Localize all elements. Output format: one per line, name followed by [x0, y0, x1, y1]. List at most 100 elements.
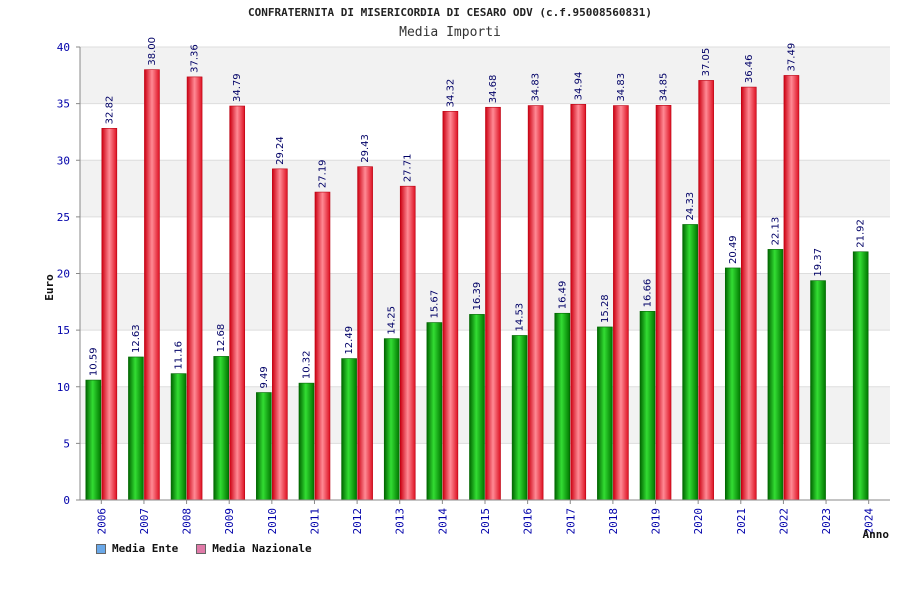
- y-tick-label: 30: [57, 154, 70, 167]
- x-axis-title: Anno: [863, 528, 890, 541]
- bar-media-nazionale: [101, 128, 118, 501]
- bar-media-nazionale: [740, 86, 757, 501]
- x-tick-label: 2014: [436, 508, 449, 535]
- x-tick-label: 2009: [223, 508, 236, 535]
- data-label-media-nazionale: 36.46: [744, 54, 755, 83]
- data-label-media-ente: 10.59: [88, 347, 99, 376]
- bar-media-ente: [724, 267, 741, 501]
- data-label-media-ente: 20.49: [728, 235, 739, 264]
- data-label-media-nazionale: 34.79: [232, 73, 243, 102]
- bar-media-ente: [810, 280, 826, 501]
- x-tick-label: 2021: [735, 508, 748, 535]
- y-tick-label: 10: [57, 381, 70, 394]
- data-label-media-nazionale: 34.83: [531, 73, 542, 102]
- data-label-media-nazionale: 34.83: [616, 73, 627, 102]
- bar-media-ente: [469, 314, 485, 501]
- data-label-media-nazionale: 27.19: [317, 159, 328, 188]
- data-label-media-nazionale: 38.00: [147, 37, 158, 66]
- bar-media-nazionale: [229, 105, 246, 501]
- data-label-media-ente: 22.13: [770, 217, 781, 246]
- data-label-media-ente: 9.49: [259, 366, 270, 388]
- bar-media-ente: [639, 311, 656, 501]
- bar-media-nazionale: [485, 106, 501, 501]
- x-tick-label: 2010: [266, 508, 279, 535]
- data-label-media-ente: 16.39: [472, 282, 483, 311]
- data-label-media-ente: 16.49: [557, 281, 568, 310]
- data-label-media-nazionale: 37.36: [190, 44, 201, 73]
- legend: Media Ente Media Nazionale: [96, 542, 312, 555]
- bar-media-ente: [426, 322, 443, 501]
- data-label-media-ente: 15.67: [429, 290, 440, 319]
- data-label-media-ente: 14.53: [515, 303, 526, 332]
- data-label-media-nazionale: 37.05: [701, 48, 712, 77]
- data-label-media-ente: 24.33: [685, 192, 696, 221]
- data-label-media-nazionale: 32.82: [104, 96, 115, 125]
- x-tick-label: 2011: [308, 508, 321, 535]
- bar-media-nazionale: [442, 111, 459, 501]
- x-tick-label: 2022: [777, 508, 790, 535]
- data-label-media-ente: 12.63: [131, 324, 142, 353]
- y-tick-label: 40: [57, 41, 70, 54]
- chart-title: CONFRATERNITA DI MISERICORDIA DI CESARO …: [248, 6, 652, 19]
- x-tick-label: 2013: [394, 508, 407, 535]
- bar-media-nazionale: [613, 105, 629, 501]
- bar-media-ente: [170, 373, 187, 501]
- chart-subtitle: Media Importi: [399, 25, 501, 40]
- legend-item-nazionale: Media Nazionale: [196, 542, 312, 555]
- bar-media-ente: [852, 251, 869, 501]
- x-tick-label: 2019: [650, 508, 663, 535]
- data-label-media-nazionale: 29.24: [275, 136, 286, 165]
- data-label-media-nazionale: 29.43: [360, 134, 371, 163]
- y-tick-label: 5: [63, 437, 70, 450]
- x-tick-label: 2012: [351, 508, 364, 535]
- data-label-media-nazionale: 34.94: [573, 72, 584, 101]
- bar-media-nazionale: [272, 168, 288, 501]
- bar-media-nazionale: [186, 76, 203, 501]
- y-tick-label: 35: [57, 98, 70, 111]
- legend-swatch-nazionale: [196, 543, 207, 554]
- bar-media-nazionale: [314, 191, 331, 501]
- data-label-media-ente: 12.49: [344, 326, 355, 355]
- data-label-media-ente: 16.66: [643, 279, 654, 308]
- bar-media-nazionale: [698, 80, 714, 501]
- data-label-media-nazionale: 34.68: [488, 75, 499, 104]
- data-label-media-ente: 10.32: [301, 350, 312, 379]
- bar-media-ente: [597, 326, 613, 501]
- bar-media-nazionale: [570, 104, 587, 501]
- data-label-media-ente: 21.92: [856, 219, 867, 248]
- data-label-media-ente: 15.28: [600, 294, 611, 323]
- y-tick-label: 0: [63, 494, 70, 507]
- bar-media-ente: [554, 312, 571, 501]
- x-tick-label: 2020: [692, 508, 705, 535]
- x-tick-label: 2018: [607, 508, 620, 535]
- x-tick-label: 2015: [479, 508, 492, 535]
- x-tick-label: 2007: [138, 508, 151, 535]
- bar-media-nazionale: [399, 185, 416, 501]
- y-tick-label: 15: [57, 324, 70, 337]
- bar-media-nazionale: [527, 105, 544, 501]
- x-tick-label: 2023: [820, 508, 833, 535]
- data-label-media-nazionale: 34.85: [659, 73, 670, 102]
- bar-media-nazionale: [655, 105, 672, 501]
- y-tick-label: 25: [57, 211, 70, 224]
- bar-media-ente: [341, 358, 357, 501]
- x-tick-label: 2016: [522, 508, 535, 535]
- y-axis-title: Euro: [43, 274, 56, 301]
- legend-label-nazionale: Media Nazionale: [212, 542, 312, 555]
- bar-media-ente: [383, 338, 400, 501]
- bar-media-nazionale: [783, 75, 800, 501]
- legend-swatch-ente: [96, 543, 106, 554]
- data-label-media-ente: 11.16: [174, 341, 185, 370]
- data-label-media-ente: 12.68: [216, 324, 227, 353]
- bar-media-ente: [511, 335, 528, 501]
- x-tick-label: 2006: [95, 508, 108, 535]
- bar-media-ente: [85, 379, 102, 501]
- y-tick-label: 20: [57, 268, 70, 281]
- legend-item-ente: Media Ente: [96, 542, 178, 555]
- data-label-media-nazionale: 27.71: [403, 154, 414, 183]
- bar-media-ente: [128, 356, 144, 501]
- data-label-media-ente: 19.37: [813, 248, 824, 277]
- data-label-media-ente: 14.25: [387, 306, 398, 335]
- data-label-media-nazionale: 37.49: [786, 43, 797, 72]
